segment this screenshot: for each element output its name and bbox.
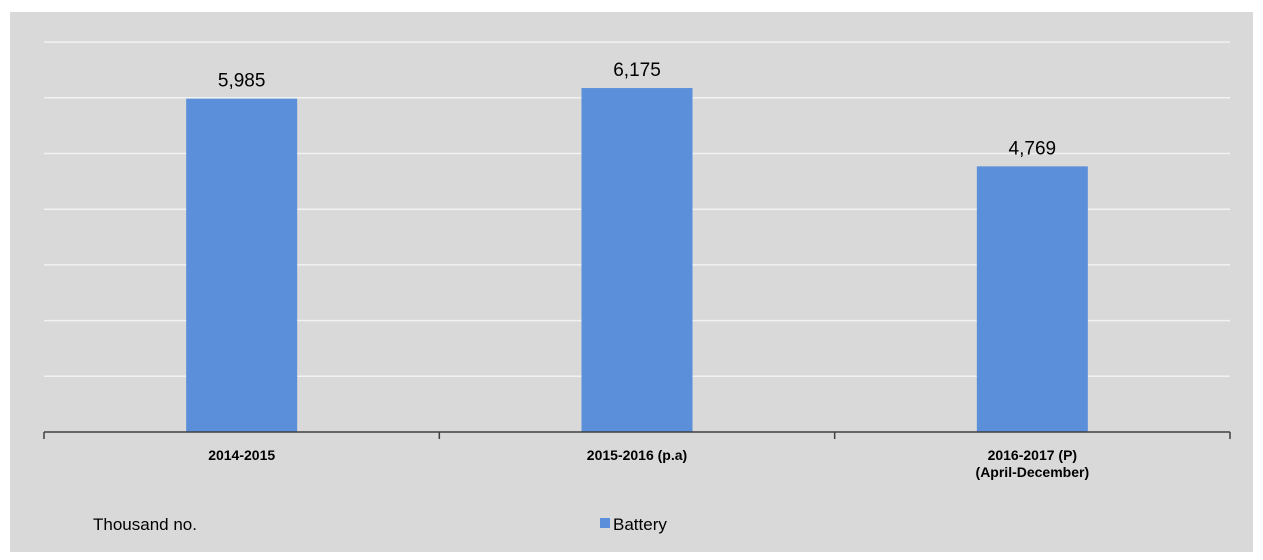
x-axis-tick-labels: 2014-2015 2015-2016 (p.a) 2016-2017 (P) (Ap… <box>208 447 1089 480</box>
bar-value-label: 4,769 <box>1009 138 1057 159</box>
value-labels: 5,985 6,175 4,769 <box>218 60 1056 159</box>
bar <box>976 166 1088 432</box>
bar-value-label: 5,985 <box>218 71 266 92</box>
unit-label: Thousand no. <box>93 515 197 534</box>
bar <box>581 88 693 433</box>
legend-label-battery: Battery <box>613 515 667 534</box>
x-tick-label: 2016-2017 (P) (April-December) <box>976 447 1090 480</box>
x-axis-ticks <box>43 432 1231 439</box>
bar-value-label: 6,175 <box>613 60 661 81</box>
legend: Battery <box>600 515 667 534</box>
bar <box>186 98 298 432</box>
x-tick-label: 2015-2016 (p.a) <box>587 447 687 463</box>
legend-swatch-battery <box>600 518 610 528</box>
x-tick-label: 2014-2015 <box>208 447 275 463</box>
bars <box>186 88 1088 433</box>
